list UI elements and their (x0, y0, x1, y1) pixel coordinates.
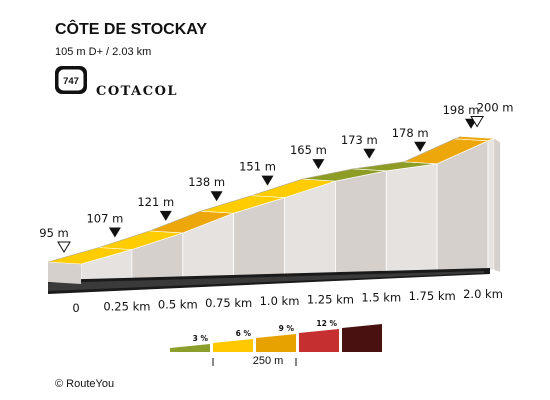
elevation-marker (470, 116, 484, 128)
elevation-marker (363, 148, 376, 159)
elevation-label: 151 m (239, 160, 276, 174)
base-slab-inner (48, 271, 484, 291)
legend-swatch (342, 324, 382, 352)
legend-label: 9 % (279, 324, 295, 333)
elevation-markers (57, 116, 484, 253)
legend-label: 6 % (236, 329, 252, 338)
elevation-marker (210, 191, 223, 202)
x-tick-label: 0.5 km (158, 298, 198, 312)
x-tick-label: 1.0 km (260, 294, 300, 308)
elevation-marker (261, 175, 274, 186)
elevation-label: 165 m (290, 143, 327, 157)
x-tick-label: 0.75 km (205, 296, 252, 310)
legend-swatch (170, 344, 210, 352)
cotacol-brand: COTACOL (96, 84, 178, 99)
profile-base (48, 262, 490, 294)
elevation-label: 95 m (39, 226, 69, 240)
start-wall (48, 262, 81, 284)
side-panel (385, 163, 438, 274)
x-tick-label: 2.0 km (463, 287, 503, 301)
legend-swatch (256, 334, 296, 352)
profile-outline (47, 136, 462, 263)
gradient-legend: 3 % 6 % 9 % 12 % (170, 319, 382, 366)
elevation-label: 173 m (341, 133, 378, 147)
x-tick-label: 1.5 km (361, 291, 401, 305)
legend-label: 12 % (316, 319, 337, 328)
chart-title: CÔTE DE STOCKAY (55, 19, 207, 38)
x-tick-labels: 0 0.25 km 0.5 km 0.75 km 1.0 km 1.25 km 1.5 km… (72, 287, 503, 315)
elevation-marker (57, 241, 71, 253)
copyright-text: © RouteYou (55, 378, 114, 390)
elevation-marker (414, 141, 427, 152)
legend-swatch (213, 339, 253, 352)
end-wall (494, 138, 501, 272)
elevation-label: 198 m (443, 103, 480, 117)
side-panel (334, 170, 387, 276)
legend-swatch (299, 329, 339, 352)
elevation-label: 121 m (137, 195, 174, 209)
elevation-marker (312, 159, 325, 170)
legend-scale-label: 250 m (253, 355, 284, 367)
cotacol-badge: 747 COTACOL (55, 66, 178, 99)
elevation-label: 138 m (188, 175, 225, 189)
side-panel (284, 180, 336, 278)
side-panel (487, 137, 495, 271)
x-tick-label: 1.25 km (307, 292, 354, 306)
elevation-marker (159, 210, 172, 221)
profile-top-segments (47, 136, 495, 265)
chart-subtitle: 105 m D+ / 2.03 km (55, 46, 151, 58)
elevation-label: 200 m (477, 100, 514, 114)
elevation-label: 107 m (86, 212, 123, 226)
elevation-label: 178 m (392, 126, 429, 140)
legend-label: 3 % (193, 334, 209, 343)
x-tick-label: 0.25 km (103, 299, 150, 313)
elevation-marker (108, 227, 121, 238)
elevation-labels: 95 m 107 m 121 m 138 m 151 m 165 m 173 m 178 m 1… (39, 100, 513, 240)
x-tick-label: 0 (72, 301, 79, 315)
cotacol-badge-window (58, 69, 84, 91)
cotacol-number: 747 (63, 76, 79, 87)
x-tick-label: 1.75 km (409, 289, 456, 303)
